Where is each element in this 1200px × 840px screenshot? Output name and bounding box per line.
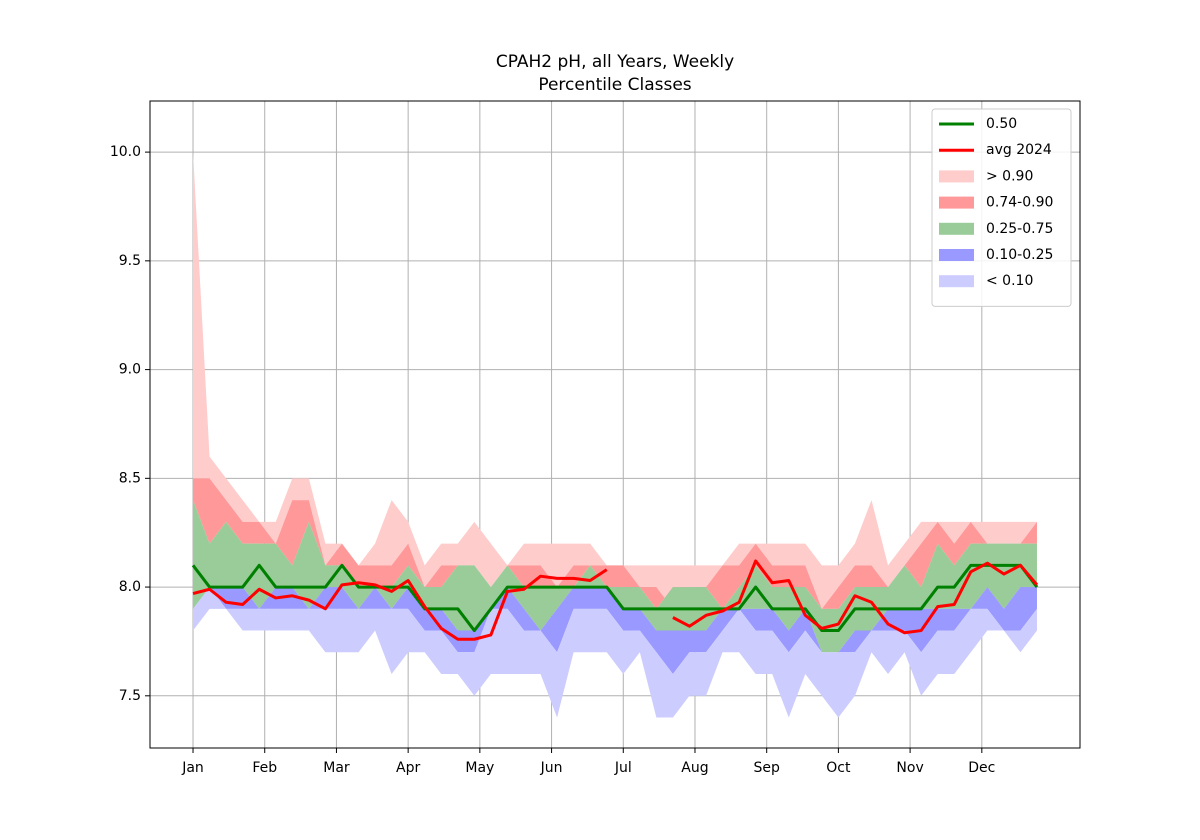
legend-label: 0.74-0.90 bbox=[986, 195, 1053, 211]
percentile-band bbox=[193, 500, 1037, 653]
series-line bbox=[191, 563, 1039, 633]
y-tick-label: 9.0 bbox=[119, 362, 141, 378]
legend-swatch bbox=[939, 222, 974, 235]
legend-swatch bbox=[939, 170, 974, 183]
legend-label: 0.50 bbox=[986, 116, 1017, 132]
plot-frame bbox=[149, 100, 1081, 749]
chart-subtitle: Percentile Classes bbox=[538, 75, 691, 95]
legend-label: avg 2024 bbox=[986, 142, 1052, 158]
x-tick-label: Nov bbox=[896, 760, 923, 776]
percentile-band bbox=[193, 478, 1037, 609]
x-tick-label: Feb bbox=[252, 760, 277, 776]
y-tick-label: 8.0 bbox=[119, 579, 141, 595]
percentile-band bbox=[193, 587, 1037, 675]
x-tick-label: Mar bbox=[323, 760, 350, 776]
legend-swatch bbox=[939, 275, 974, 288]
legend-swatch bbox=[939, 196, 974, 209]
x-tick-label: Apr bbox=[396, 760, 420, 776]
x-tick-label: Sep bbox=[754, 760, 781, 776]
y-tick-label: 7.5 bbox=[119, 688, 141, 704]
percentile-band bbox=[193, 587, 1037, 718]
x-tick-label: Jun bbox=[540, 760, 563, 776]
chart-title: CPAH2 pH, all Years, Weekly bbox=[496, 52, 734, 72]
y-tick-label: 9.5 bbox=[119, 253, 141, 269]
x-tick-label: Jul bbox=[614, 760, 632, 776]
x-tick-label: Jan bbox=[181, 760, 204, 776]
legend-label: > 0.90 bbox=[986, 168, 1033, 184]
legend-label: < 0.10 bbox=[986, 273, 1033, 289]
x-tick-label: Dec bbox=[968, 760, 995, 776]
x-tick-label: May bbox=[465, 760, 494, 776]
x-tick-label: Aug bbox=[681, 760, 708, 776]
y-tick-label: 8.5 bbox=[119, 470, 141, 486]
legend-label: 0.25-0.75 bbox=[986, 221, 1053, 237]
legend-swatch bbox=[939, 249, 974, 261]
x-tick-label: Oct bbox=[826, 760, 851, 776]
y-tick-label: 10.0 bbox=[110, 144, 141, 160]
legend: 0.50 avg 2024 > 0.90 0.74-0.90 0.25-0.75 0.10… bbox=[931, 108, 1072, 307]
legend-label: 0.10-0.25 bbox=[986, 247, 1053, 263]
series-line bbox=[192, 559, 1039, 641]
